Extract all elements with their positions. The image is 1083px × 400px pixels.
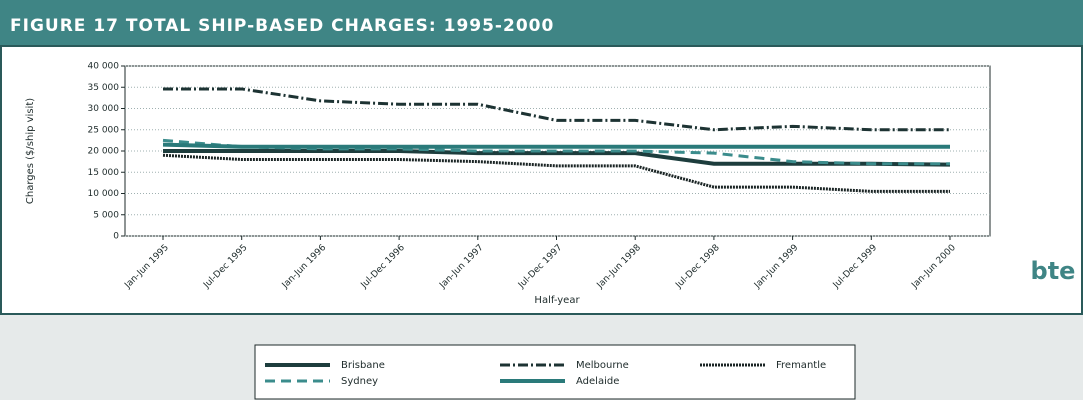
y-axis-label: Charges ($/ship visit) [25,98,36,204]
chart-title: FIGURE 17 TOTAL SHIP-BASED CHARGES: 1995… [10,16,554,36]
logo: bte [1031,257,1076,285]
y-tick-label: 30 000 [88,104,120,114]
x-axis-label: Half-year [534,295,580,306]
y-tick-label: 15 000 [88,168,120,178]
legend-box [254,344,856,400]
y-tick-label: 35 000 [88,83,120,93]
y-tick-label: 20 000 [88,147,120,157]
y-tick-label: 25 000 [88,125,120,135]
legend-label: Melbourne [576,360,629,371]
chart-panel [0,45,1083,315]
y-tick-label: 10 000 [88,189,120,199]
y-tick-label: 40 000 [88,62,120,72]
series-line [162,153,950,193]
legend-label: Fremantle [776,360,826,371]
y-tick-label: 5 000 [93,210,119,220]
series-line [162,142,950,149]
series-line [163,87,950,132]
legend-label: Sydney [341,376,378,387]
header-band [0,0,1083,46]
legend-label: Brisbane [341,360,385,371]
legend-label: Adelaide [576,376,619,387]
y-tick-label: 0 [113,232,119,242]
